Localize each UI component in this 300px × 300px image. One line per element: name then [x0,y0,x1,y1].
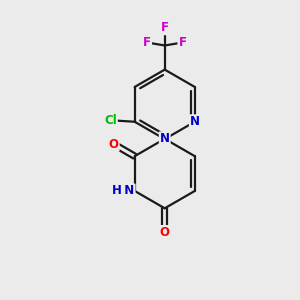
Text: H N: H N [112,184,135,197]
Text: N: N [190,115,200,128]
Text: F: F [178,36,186,49]
Text: N: N [160,132,170,145]
Text: F: F [143,36,151,49]
Text: Cl: Cl [104,114,117,127]
Text: O: O [160,226,170,239]
Text: F: F [161,21,169,34]
Text: O: O [109,138,119,151]
